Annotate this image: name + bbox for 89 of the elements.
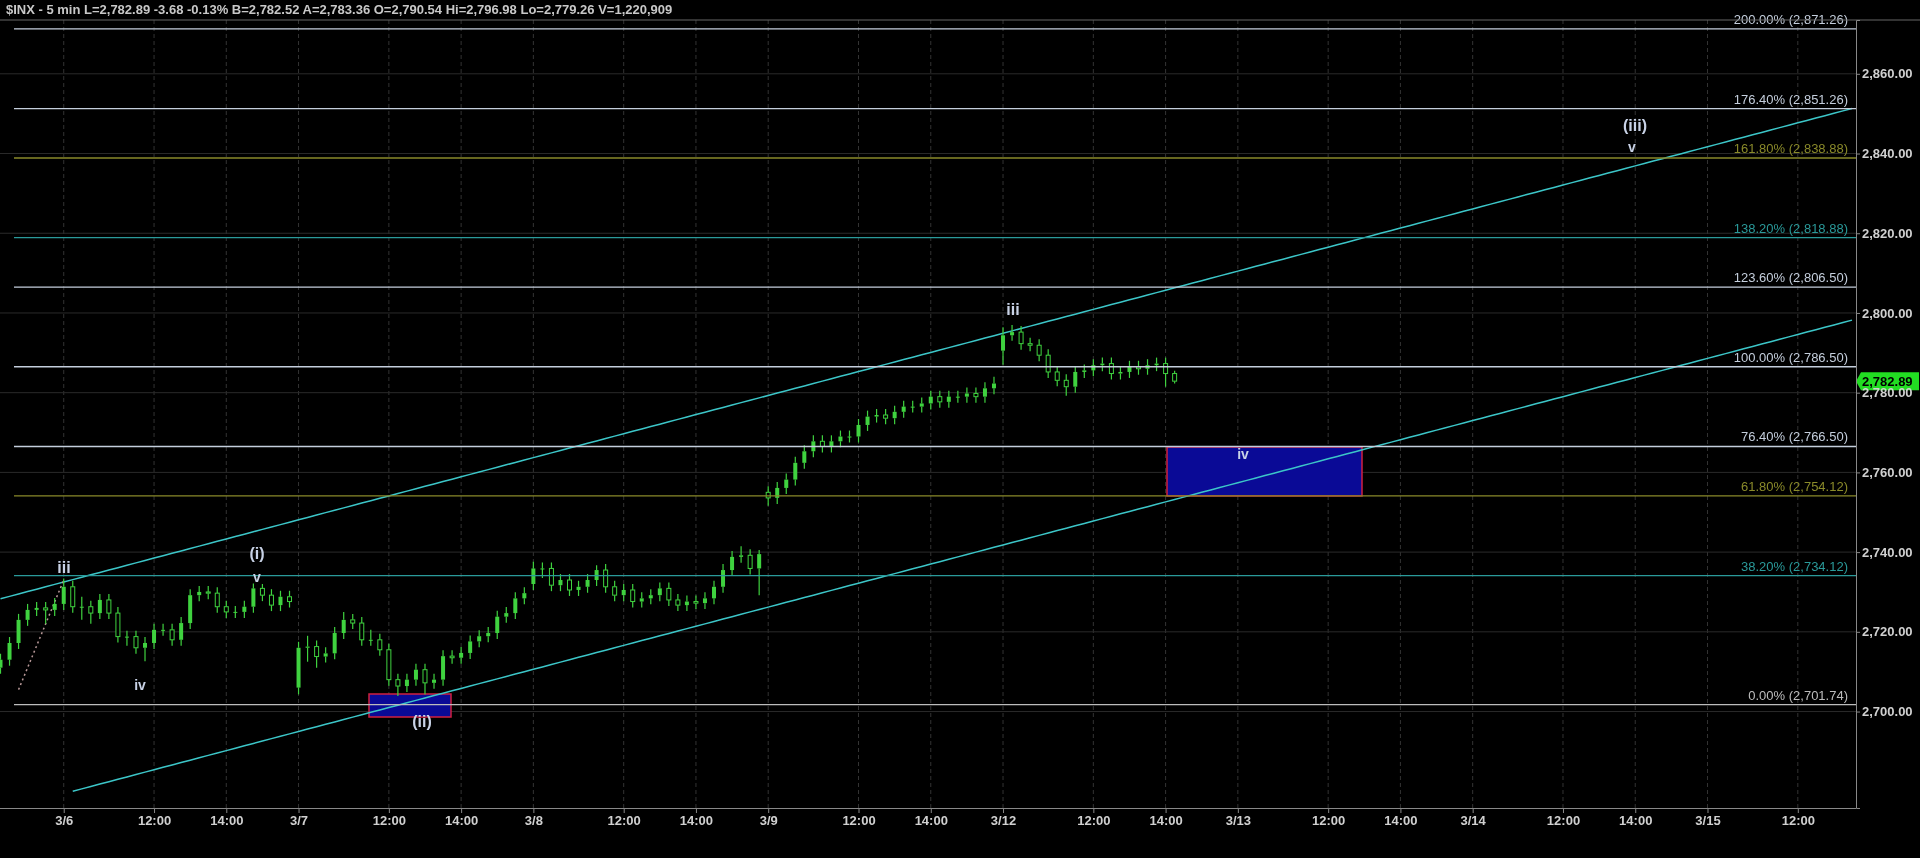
y-tick-label: 2,760.00 xyxy=(1862,465,1913,481)
candlestick xyxy=(468,634,473,660)
annotation: iv xyxy=(134,676,147,693)
candlestick xyxy=(386,643,392,687)
candlestick xyxy=(422,663,428,695)
x-tick-label: 3/15 xyxy=(1695,813,1721,829)
candlestick xyxy=(675,593,681,612)
candlestick xyxy=(693,594,699,610)
candlestick xyxy=(964,386,969,404)
candlestick xyxy=(404,673,409,693)
candlestick xyxy=(955,390,960,404)
y-tick-label: 2,840.00 xyxy=(1862,146,1913,162)
annotation: (ii) xyxy=(412,713,432,731)
candlestick xyxy=(441,649,446,687)
y-tick-label: 2,860.00 xyxy=(1862,66,1913,82)
y-tick-label: 2,740.00 xyxy=(1862,544,1913,560)
candlestick xyxy=(747,548,753,576)
x-tick-label: 14:00 xyxy=(679,813,714,829)
x-tick-label: 14:00 xyxy=(1619,813,1653,829)
x-tick-label: 3/14 xyxy=(1460,813,1487,829)
candlestick xyxy=(143,636,148,662)
ref-line-label: 76.40% (2,766.50) xyxy=(1741,429,1848,445)
candlestick xyxy=(1027,337,1033,352)
candlestick xyxy=(106,593,112,620)
x-tick-label: 14:00 xyxy=(1149,813,1183,829)
ref-line-label: 0.00% (2,701.74) xyxy=(1748,687,1848,703)
candlestick xyxy=(161,623,166,637)
x-tick-label: 12:00 xyxy=(372,813,406,829)
x-tick-label: 3/8 xyxy=(524,813,543,829)
x-tick-label: 3/9 xyxy=(759,813,778,829)
annotation: iii xyxy=(1006,301,1020,319)
candlestick xyxy=(712,580,717,605)
candlestick xyxy=(124,630,129,647)
chart-title: $INX - 5 min L=2,782.89 -3.68 -0.13% B=2,782.52 A=2,783.36 O=2,790.54 Hi=2,796.98 Lo=2,779.26 V=1,220,909 xyxy=(6,2,673,17)
candlestick xyxy=(395,673,401,697)
candlestick xyxy=(1036,338,1042,362)
y-tick-label: 2,720.00 xyxy=(1862,624,1913,640)
candlestick xyxy=(730,550,735,577)
candlestick xyxy=(413,663,418,687)
x-tick-label: 14:00 xyxy=(914,813,948,829)
x-tick-label: 3/13 xyxy=(1225,813,1251,829)
candlestick xyxy=(169,623,175,647)
x-tick-label: 14:00 xyxy=(444,813,479,829)
x-tick-label: 3/6 xyxy=(55,813,74,829)
annotation: v xyxy=(1628,138,1637,155)
x-tick-label: 14:00 xyxy=(1384,813,1418,829)
candlestick xyxy=(982,381,987,404)
candlestick xyxy=(721,563,726,594)
annotation: iii xyxy=(57,559,71,577)
ref-line-label: 38.20% (2,734.12) xyxy=(1741,558,1848,574)
x-tick-label: 3/7 xyxy=(290,813,309,829)
x-tick-label: 12:00 xyxy=(1312,813,1346,829)
y-tick-label: 2,700.00 xyxy=(1862,704,1913,720)
candlestick xyxy=(1018,325,1024,351)
x-tick-label: 12:00 xyxy=(137,813,172,829)
candlestick xyxy=(1001,326,1006,366)
annotation: (i) xyxy=(249,545,265,563)
x-tick-label: 12:00 xyxy=(842,813,876,829)
x-tick-label: 3/12 xyxy=(990,813,1017,829)
line-series xyxy=(17,579,65,691)
candlestick xyxy=(133,630,139,655)
ref-line-label: 176.40% (2,851.26) xyxy=(1733,91,1848,107)
candlestick xyxy=(1010,324,1015,342)
candlestick xyxy=(179,616,184,647)
line-series xyxy=(0,107,1853,600)
candlestick xyxy=(449,649,455,665)
y-tick-label: 2,820.00 xyxy=(1862,225,1913,241)
line-series xyxy=(72,319,1853,793)
ref-line-label: 123.60% (2,806.50) xyxy=(1733,270,1848,286)
x-tick-label: 12:00 xyxy=(1781,813,1815,829)
ref-line-label: 100.00% (2,786.50) xyxy=(1733,349,1848,365)
candlestick xyxy=(152,623,157,650)
ref-line-label: 61.80% (2,754.12) xyxy=(1741,478,1848,494)
x-tick-label: 12:00 xyxy=(1546,813,1581,829)
candlestick xyxy=(702,591,707,610)
y-tick-label: 2,800.00 xyxy=(1862,305,1913,321)
candlestick xyxy=(432,673,437,690)
candlestick xyxy=(739,545,744,564)
x-tick-label: 12:00 xyxy=(607,813,641,829)
ref-line-label: 138.20% (2,818.88) xyxy=(1733,220,1848,236)
candlestick xyxy=(115,606,121,644)
annotation: (iii) xyxy=(1623,117,1647,135)
annotation: iv xyxy=(1237,445,1250,462)
x-tick-label: 14:00 xyxy=(210,813,244,829)
ref-line-label: 200.00% (2,871.26) xyxy=(1733,11,1848,27)
candlestick xyxy=(973,386,979,404)
candlestick xyxy=(459,646,464,665)
x-tick-label: 12:00 xyxy=(1077,813,1111,829)
ref-line-label: 161.80% (2,838.88) xyxy=(1733,140,1848,156)
